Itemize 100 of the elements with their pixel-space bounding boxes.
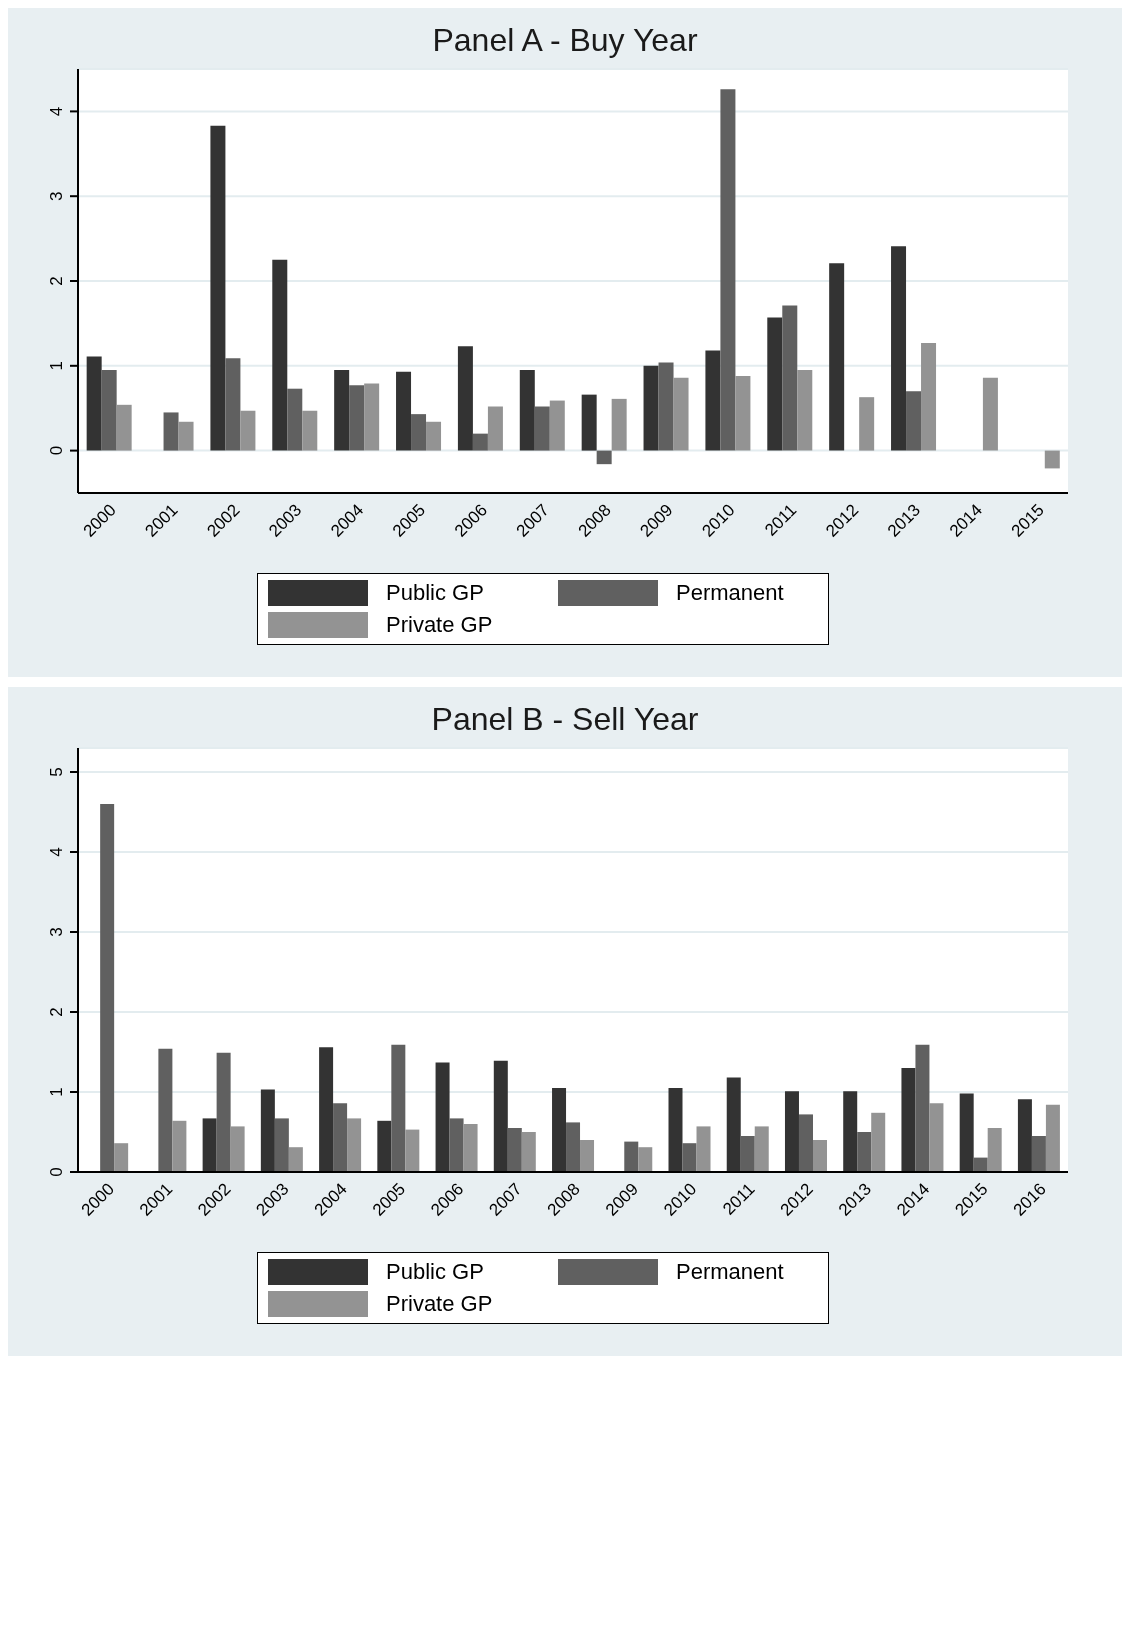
- bar: [982, 377, 998, 451]
- y-tick-label: 2: [47, 276, 66, 286]
- bar: [272, 259, 288, 451]
- chart-title: Panel A - Buy Year: [431, 22, 699, 59]
- bar: [101, 370, 117, 451]
- bar: [364, 383, 380, 451]
- y-tick-label: 4: [47, 106, 66, 117]
- bar: [202, 1118, 217, 1172]
- bar: [959, 1093, 974, 1172]
- bar: [812, 1140, 827, 1172]
- bar: [396, 371, 412, 451]
- chart-title: Panel B - Sell Year: [430, 701, 700, 738]
- bar: [784, 1091, 799, 1172]
- y-tick-label: 4: [47, 847, 66, 857]
- bar: [871, 1112, 886, 1172]
- bar: [705, 350, 721, 451]
- bar: [624, 1141, 639, 1172]
- bar: [552, 1088, 567, 1172]
- bar: [581, 394, 597, 451]
- bar: [288, 1147, 303, 1172]
- bar: [230, 1126, 245, 1172]
- bar: [274, 1118, 289, 1172]
- bar: [987, 1128, 1002, 1172]
- y-tick-label: 2: [47, 1007, 66, 1017]
- bar: [673, 377, 689, 451]
- bar: [859, 397, 875, 451]
- bar: [915, 1044, 930, 1172]
- y-tick-label: 3: [47, 191, 66, 201]
- bar: [566, 1122, 581, 1172]
- bar: [240, 410, 256, 451]
- y-tick-label: 0: [47, 445, 66, 456]
- legend-label: Private GP: [386, 1291, 493, 1317]
- bar: [114, 1143, 129, 1172]
- bar: [116, 404, 132, 451]
- bar: [611, 398, 627, 451]
- legend-label: Permanent: [676, 1259, 784, 1285]
- bar: [735, 375, 751, 451]
- bar: [1045, 1104, 1060, 1172]
- bar: [534, 406, 550, 451]
- bar: [487, 406, 503, 451]
- bar: [921, 342, 937, 451]
- bar: [216, 1052, 231, 1172]
- legend-label: Private GP: [386, 612, 493, 638]
- bar: [449, 1118, 464, 1172]
- bar: [347, 1118, 362, 1172]
- bar: [638, 1147, 653, 1172]
- bar: [319, 1047, 334, 1172]
- bar: [740, 1136, 755, 1172]
- bar: [829, 263, 845, 451]
- bar: [643, 365, 659, 451]
- bar: [302, 410, 318, 451]
- y-tick-label: 0: [47, 1167, 66, 1177]
- bar: [391, 1044, 406, 1172]
- bar: [1017, 1099, 1032, 1172]
- bar: [411, 414, 427, 451]
- bar: [549, 400, 565, 451]
- bar: [754, 1126, 769, 1172]
- legend-label: Permanent: [676, 580, 784, 606]
- bar: [463, 1124, 478, 1172]
- bar: [798, 1114, 813, 1172]
- bar: [519, 370, 535, 451]
- bar: [767, 317, 783, 451]
- bar: [1044, 450, 1060, 469]
- bar: [158, 1048, 173, 1172]
- y-tick-label: 1: [47, 1087, 66, 1097]
- bar: [472, 433, 488, 451]
- bar: [172, 1120, 187, 1172]
- bar: [720, 89, 736, 451]
- bar: [225, 358, 241, 451]
- bar: [163, 412, 179, 451]
- bar: [178, 421, 194, 451]
- bar: [435, 1062, 450, 1172]
- bar: [929, 1103, 944, 1172]
- bar: [857, 1132, 872, 1172]
- legend-label: Public GP: [386, 580, 484, 606]
- bar: [493, 1060, 508, 1172]
- bar: [86, 356, 102, 451]
- bar: [658, 362, 674, 451]
- bar: [287, 388, 303, 451]
- bar: [843, 1091, 858, 1172]
- bar: [906, 391, 922, 451]
- legend-label: Public GP: [386, 1259, 484, 1285]
- bar: [260, 1089, 275, 1172]
- bar: [696, 1126, 711, 1172]
- bar: [100, 804, 115, 1172]
- bar: [682, 1143, 697, 1172]
- bar: [377, 1120, 392, 1172]
- y-tick-label: 3: [47, 927, 66, 937]
- bar: [405, 1129, 420, 1172]
- bar: [334, 370, 350, 451]
- bar: [901, 1068, 916, 1172]
- bar: [668, 1088, 683, 1172]
- bar: [333, 1103, 348, 1172]
- bar: [426, 421, 442, 451]
- bar: [210, 125, 226, 451]
- bar: [1031, 1136, 1046, 1172]
- bar: [521, 1132, 536, 1172]
- y-tick-label: 1: [47, 361, 66, 371]
- bar: [797, 370, 813, 451]
- bar: [507, 1128, 522, 1172]
